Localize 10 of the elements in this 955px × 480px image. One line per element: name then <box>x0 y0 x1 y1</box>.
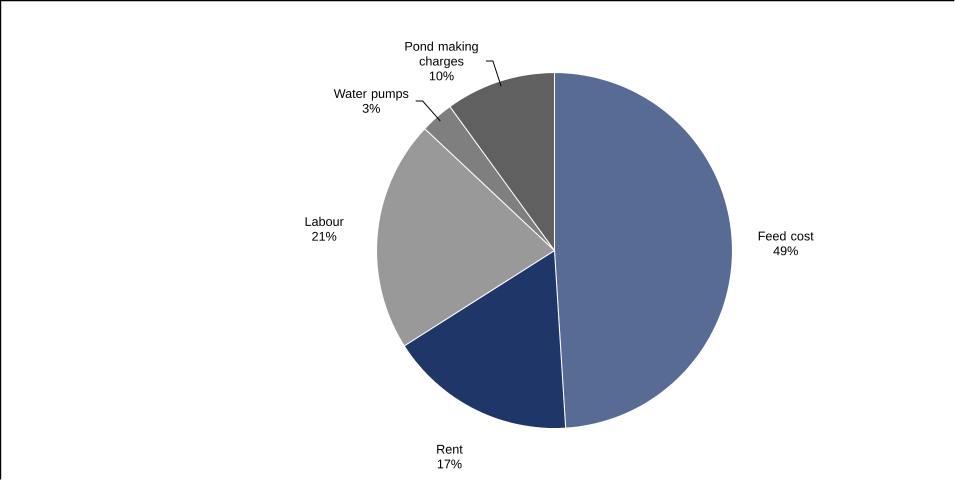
slice-label: Labour <box>306 216 344 226</box>
data-label: 49% <box>773 246 798 256</box>
slice-label: Feed cost <box>758 231 814 240</box>
data-label: 21% <box>312 232 336 241</box>
slice-label: Pond making charges <box>405 42 478 68</box>
data-label: 10% <box>430 71 454 80</box>
slice-label: Rent <box>437 444 463 454</box>
data-label: 3% <box>362 104 380 113</box>
slice-label: Water pumps <box>334 89 408 100</box>
data-label: 17% <box>438 460 462 468</box>
